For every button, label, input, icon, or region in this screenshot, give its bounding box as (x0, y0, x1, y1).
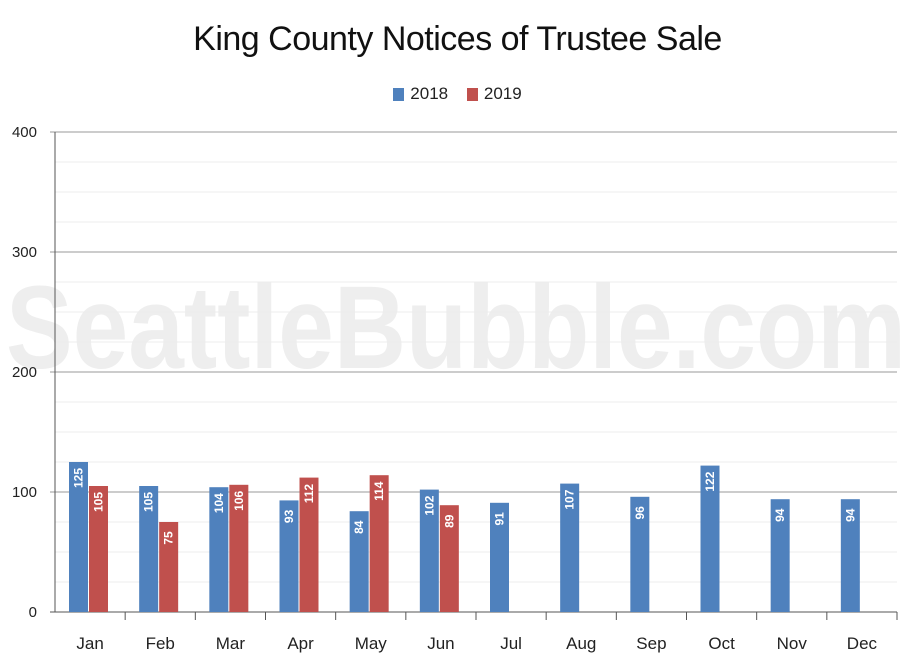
y-tick-label: 400 (12, 124, 37, 141)
data-label-2018-Dec: 94 (843, 508, 857, 522)
data-label-2018-May: 84 (352, 520, 366, 534)
x-tick-label: Feb (146, 634, 175, 653)
y-tick-label: 0 (29, 604, 37, 621)
x-tick-label: Jul (500, 634, 522, 653)
data-label-2018-Mar: 104 (212, 493, 226, 513)
bar-2018-Sep (630, 496, 650, 612)
x-tick-label: May (355, 634, 388, 653)
bar-2019-Apr (299, 477, 319, 612)
bar-2019-Jan (89, 486, 108, 612)
x-tick-label: Aug (566, 634, 596, 653)
legend-swatch-2018 (393, 87, 405, 101)
data-label-2019-Jan: 105 (92, 492, 106, 512)
bar-2019-Mar (229, 484, 249, 612)
bar-2018-Jun (419, 489, 439, 612)
data-label-2018-Oct: 122 (703, 471, 717, 491)
data-label-2018-Aug: 107 (563, 489, 577, 509)
bar-2018-Aug (560, 483, 580, 612)
bar-2018-Nov (770, 499, 790, 612)
data-label-2019-Apr: 112 (302, 484, 316, 504)
data-label-2018-Nov: 94 (773, 508, 787, 522)
legend-item-2018: 2018 (393, 84, 448, 104)
legend-swatch-2019 (466, 87, 478, 101)
legend-label-2018: 2018 (410, 84, 449, 103)
data-label-2018-Jun: 102 (422, 495, 436, 515)
data-label-2018-Apr: 93 (282, 509, 296, 523)
y-tick-label: 100 (12, 484, 37, 501)
legend-item-2019: 2019 (466, 84, 522, 104)
data-label-2019-Mar: 106 (232, 490, 246, 510)
data-label-2019-May: 114 (372, 481, 386, 501)
legend: 2018 2019 (0, 84, 915, 106)
x-tick-label: Jun (427, 634, 454, 653)
x-tick-label: Mar (216, 634, 246, 653)
bar-2018-Jan (69, 462, 88, 612)
x-tick-label: Nov (777, 634, 808, 653)
bar-2018-Apr (279, 500, 299, 612)
bar-2018-Feb (139, 486, 159, 612)
data-label-2018-Feb: 105 (142, 492, 156, 512)
bar-2019-Feb (159, 522, 179, 612)
data-label-2018-Jan: 125 (72, 468, 86, 488)
bar-2018-Mar (209, 487, 229, 612)
x-tick-label: Oct (708, 634, 735, 653)
bar-2018-May (349, 511, 369, 612)
bar-2018-Oct (700, 465, 720, 612)
chart-title: King County Notices of Trustee Sale (193, 20, 722, 58)
x-tick-label: Apr (287, 634, 314, 653)
y-tick-label: 200 (12, 364, 37, 381)
data-label-2018-Sep: 96 (633, 506, 647, 520)
data-label-2019-Jun: 89 (442, 514, 456, 528)
x-tick-label: Dec (847, 634, 878, 653)
x-tick-label: Sep (636, 634, 666, 653)
data-label-2018-Jul: 91 (493, 512, 507, 526)
bar-2018-Jul (490, 502, 509, 612)
bar-2019-Jun (439, 505, 459, 612)
y-tick-label: 300 (12, 244, 37, 261)
legend-label-2019: 2019 (483, 84, 522, 103)
data-label-2019-Feb: 75 (162, 531, 176, 545)
bar-2019-May (369, 475, 389, 612)
bar-2018-Dec (840, 499, 860, 612)
x-tick-label: Jan (76, 634, 103, 653)
